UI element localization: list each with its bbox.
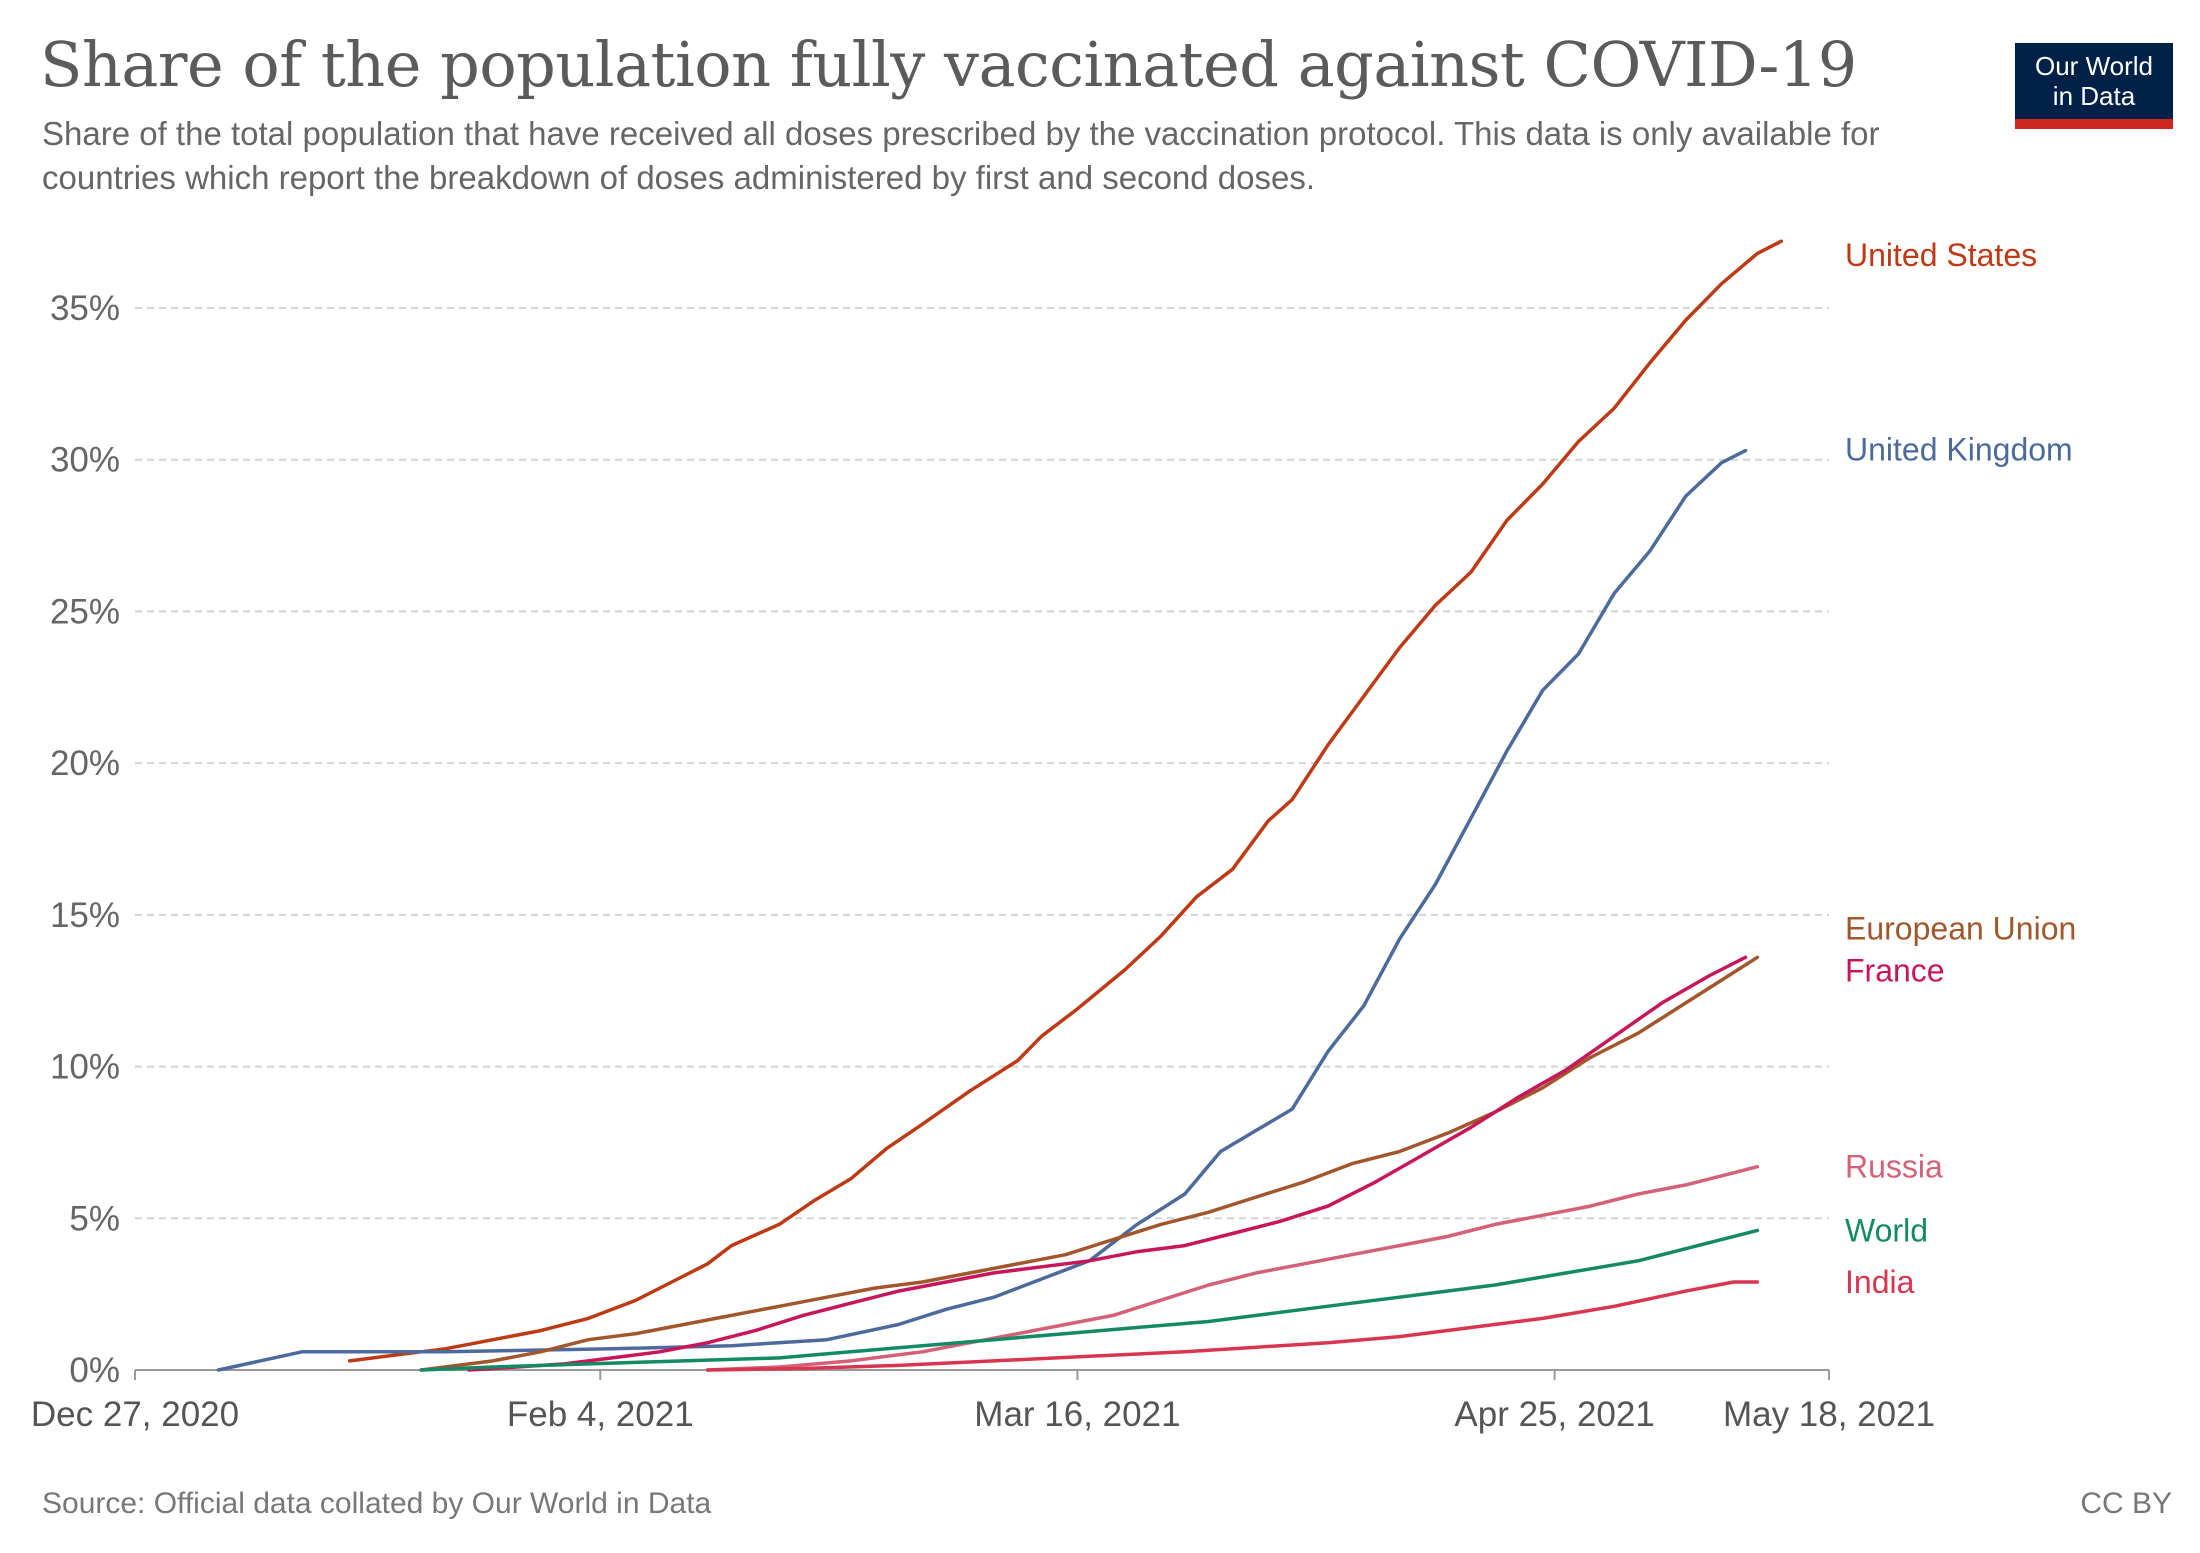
x-tick-label: May 18, 2021	[1723, 1395, 1935, 1434]
series-line-russia[interactable]	[705, 1164, 1760, 1372]
license-link[interactable]: CC BY	[2080, 1487, 2172, 1520]
series-labels: United States United Kingdom European Unio…	[1845, 237, 2076, 1300]
logo-line-1: Our World	[2035, 51, 2153, 81]
grid-lines	[135, 307, 1829, 1220]
series-label-france[interactable]: France	[1845, 952, 1945, 988]
x-axis: Dec 27, 2020 Feb 4, 2021 Mar 16, 2021 Apr 2…	[31, 1369, 1935, 1434]
series-label-india[interactable]: India	[1845, 1264, 1915, 1300]
x-tick-label: Feb 4, 2021	[507, 1395, 694, 1434]
series-line-european-union[interactable]	[419, 955, 1760, 1372]
series-label-world[interactable]: World	[1845, 1212, 1928, 1248]
y-tick-label: 10%	[50, 1048, 120, 1087]
y-tick-label: 25%	[50, 592, 120, 631]
logo-line-2: in Data	[2052, 81, 2136, 111]
y-tick-label: 30%	[50, 441, 120, 480]
series-line-united-kingdom[interactable]	[216, 448, 1748, 1372]
series-line-india[interactable]	[705, 1280, 1760, 1372]
chart-title: Share of the population fully vaccinated…	[40, 28, 1857, 101]
series-label-united-kingdom[interactable]: United Kingdom	[1845, 432, 2073, 468]
series-label-russia[interactable]: Russia	[1845, 1149, 1943, 1185]
y-tick-label: 5%	[69, 1199, 120, 1238]
series-lines	[216, 239, 1784, 1372]
y-tick-label: 20%	[50, 744, 120, 783]
source-note: Source: Official data collated by Our Wo…	[42, 1487, 712, 1520]
y-tick-label: 35%	[50, 289, 120, 328]
series-label-united-states[interactable]: United States	[1845, 237, 2037, 273]
owid-logo[interactable]: Our World in Data	[2015, 43, 2173, 129]
series-label-european-union[interactable]: European Union	[1845, 910, 2076, 946]
chart-subtitle: Share of the total population that have …	[42, 115, 1880, 196]
y-axis-ticks: 0% 5% 10% 15% 20% 25% 30% 35%	[50, 289, 120, 1390]
x-tick-label: Dec 27, 2020	[31, 1395, 239, 1434]
x-tick-label: Apr 25, 2021	[1454, 1395, 1654, 1434]
y-tick-label: 0%	[69, 1351, 120, 1390]
y-tick-label: 15%	[50, 896, 120, 935]
series-line-world[interactable]	[419, 1228, 1760, 1372]
x-tick-label: Mar 16, 2021	[974, 1395, 1180, 1434]
series-line-united-states[interactable]	[347, 239, 1784, 1363]
series-line-france[interactable]	[467, 955, 1748, 1372]
